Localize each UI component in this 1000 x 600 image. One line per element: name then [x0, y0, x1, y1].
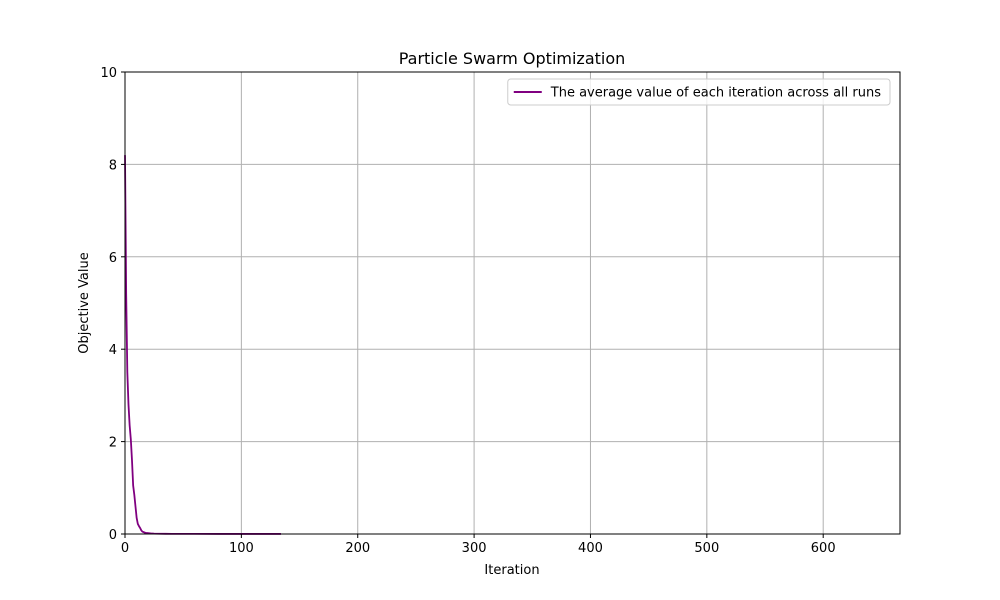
legend-label: The average value of each iteration acro… — [550, 86, 881, 101]
ticks: 0 100 200 300 400 500 600 0 2 4 6 8 10 — [100, 66, 835, 556]
y-tick-label: 6 — [109, 251, 117, 266]
y-tick-label: 8 — [109, 158, 117, 173]
y-tick-label: 4 — [109, 343, 117, 358]
grid — [124, 71, 900, 535]
x-tick-label: 500 — [694, 541, 719, 556]
x-tick-label: 300 — [462, 541, 487, 556]
x-tick-label: 600 — [811, 541, 836, 556]
x-tick-label: 0 — [121, 541, 129, 556]
y-tick-label: 2 — [109, 436, 117, 451]
y-axis-label: Objective Value — [77, 252, 92, 353]
chart-title: Particle Swarm Optimization — [399, 49, 626, 68]
plot-area — [124, 155, 281, 535]
x-tick-label: 400 — [578, 541, 603, 556]
x-axis-label: Iteration — [484, 563, 539, 578]
legend: The average value of each iteration acro… — [507, 78, 891, 106]
y-tick-label: 0 — [109, 528, 117, 543]
x-tick-label: 100 — [229, 541, 254, 556]
series-line — [124, 155, 281, 535]
axes-frame — [124, 71, 901, 535]
x-tick-label: 200 — [345, 541, 370, 556]
legend-box — [507, 78, 891, 106]
y-tick-label: 10 — [100, 66, 117, 81]
